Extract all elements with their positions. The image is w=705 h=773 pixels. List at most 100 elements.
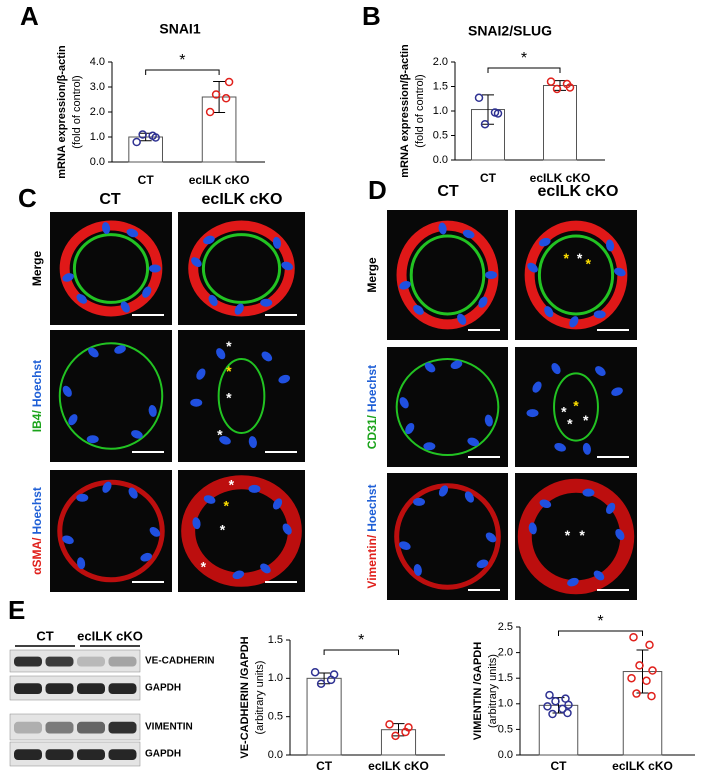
nucleus: [272, 498, 283, 510]
nucleus: [142, 286, 152, 298]
nucleus: [76, 293, 88, 304]
nucleus: [582, 442, 591, 455]
nucleus: [140, 552, 153, 562]
nucleus: [278, 374, 291, 384]
row-label: IB4/Hoechst: [30, 360, 44, 432]
blot-group-label: CT: [36, 628, 53, 643]
data-point: [493, 109, 503, 118]
annotation-star: *: [583, 412, 589, 428]
column-header: CT: [437, 183, 459, 200]
endothelium: [553, 372, 599, 442]
blot-band: [77, 683, 105, 694]
nucleus: [203, 495, 216, 504]
data-point: [645, 640, 654, 650]
y-axis-label: (arbitrary units): [487, 654, 499, 728]
nucleus: [260, 298, 273, 307]
annotation-star: *: [579, 527, 585, 543]
y-tick-label: 0.5: [433, 129, 448, 141]
nucleus: [191, 257, 202, 268]
nucleus: [272, 236, 282, 249]
annotation-star: *: [217, 426, 223, 442]
nucleus: [484, 414, 493, 427]
y-axis-label: (fold of control): [414, 74, 426, 147]
row-label: Merge: [30, 251, 44, 287]
data-point: [564, 700, 573, 710]
nucleus: [551, 362, 561, 375]
annotation-star: *: [226, 338, 232, 354]
nucleus: [196, 368, 206, 380]
y-tick-label: 0.5: [268, 711, 283, 723]
data-point: [211, 90, 221, 99]
nucleus: [478, 296, 488, 308]
nucleus: [476, 559, 489, 569]
nucleus: [131, 430, 143, 439]
micrograph-content: [181, 475, 302, 587]
data-point: [558, 704, 567, 714]
data-point: [545, 690, 554, 700]
panel-letter: C: [18, 183, 37, 213]
micrograph-content: [517, 478, 635, 595]
significance-bracket: [558, 630, 643, 636]
blot-band: [14, 721, 42, 734]
nucleus: [450, 360, 463, 370]
y-tick-label: 0.5: [498, 723, 513, 735]
row-label-part: Hoechst: [365, 484, 379, 531]
annotation-star: *: [564, 250, 570, 266]
nucleus: [203, 235, 215, 245]
blot-band: [108, 683, 137, 694]
data-point: [551, 696, 560, 706]
blot-band: [45, 683, 74, 694]
nucleus: [593, 570, 605, 581]
row-label-part: Hoechst: [365, 365, 379, 412]
nucleus: [485, 271, 498, 279]
nucleus: [248, 436, 257, 448]
row-label: Merge: [365, 257, 379, 293]
micrograph: [515, 347, 637, 467]
nucleus: [606, 502, 616, 514]
endothelium: [537, 234, 615, 316]
y-axis-label: VE-CADHERIN /GAPDH: [239, 636, 251, 758]
y-tick-label: 3.0: [90, 81, 105, 93]
y-tick-label: 2.0: [90, 106, 105, 118]
endothelium: [395, 358, 500, 456]
nucleus: [190, 398, 203, 407]
data-point: [132, 137, 141, 147]
data-point: [552, 84, 562, 94]
micrograph-content: [524, 220, 629, 331]
nucleus: [526, 409, 539, 418]
y-tick-label: 1.5: [498, 672, 513, 684]
column-header: ecILK cKO: [202, 191, 283, 208]
nucleus: [88, 347, 99, 358]
nucleus: [399, 281, 411, 290]
y-tick-label: 1.0: [268, 672, 283, 684]
annotation-star: *: [201, 558, 207, 574]
nucleus: [120, 301, 130, 313]
endothelium: [217, 358, 266, 434]
y-tick-label: 0.0: [90, 156, 105, 168]
endothelium: [201, 233, 282, 304]
row-label: Vimentin/Hoechst: [365, 484, 379, 588]
y-tick-label: 0.0: [268, 749, 283, 761]
panel-letter: E: [8, 595, 25, 625]
blot-band: [14, 749, 42, 760]
nucleus: [128, 487, 138, 499]
nucleus: [532, 381, 542, 393]
nucleus: [413, 304, 424, 315]
y-axis-label: VIMENTIN /GAPDH: [472, 642, 484, 740]
significance-star: *: [597, 613, 603, 630]
blot-band: [77, 656, 105, 667]
y-tick-label: 4.0: [90, 56, 105, 68]
chart-title: SNAI1: [159, 21, 200, 37]
annotation-star: *: [573, 398, 579, 414]
blot-band: [108, 721, 137, 734]
blot-group-label: ecILK cKO: [77, 628, 143, 643]
y-tick-label: 0.0: [433, 154, 448, 166]
significance-star: *: [521, 50, 527, 67]
data-point: [546, 77, 556, 86]
nucleus: [413, 564, 422, 576]
data-point: [221, 94, 231, 103]
significance-star: *: [358, 632, 364, 649]
y-tick-label: 2.5: [498, 621, 513, 633]
nucleus: [457, 313, 467, 325]
nucleus: [485, 532, 497, 543]
